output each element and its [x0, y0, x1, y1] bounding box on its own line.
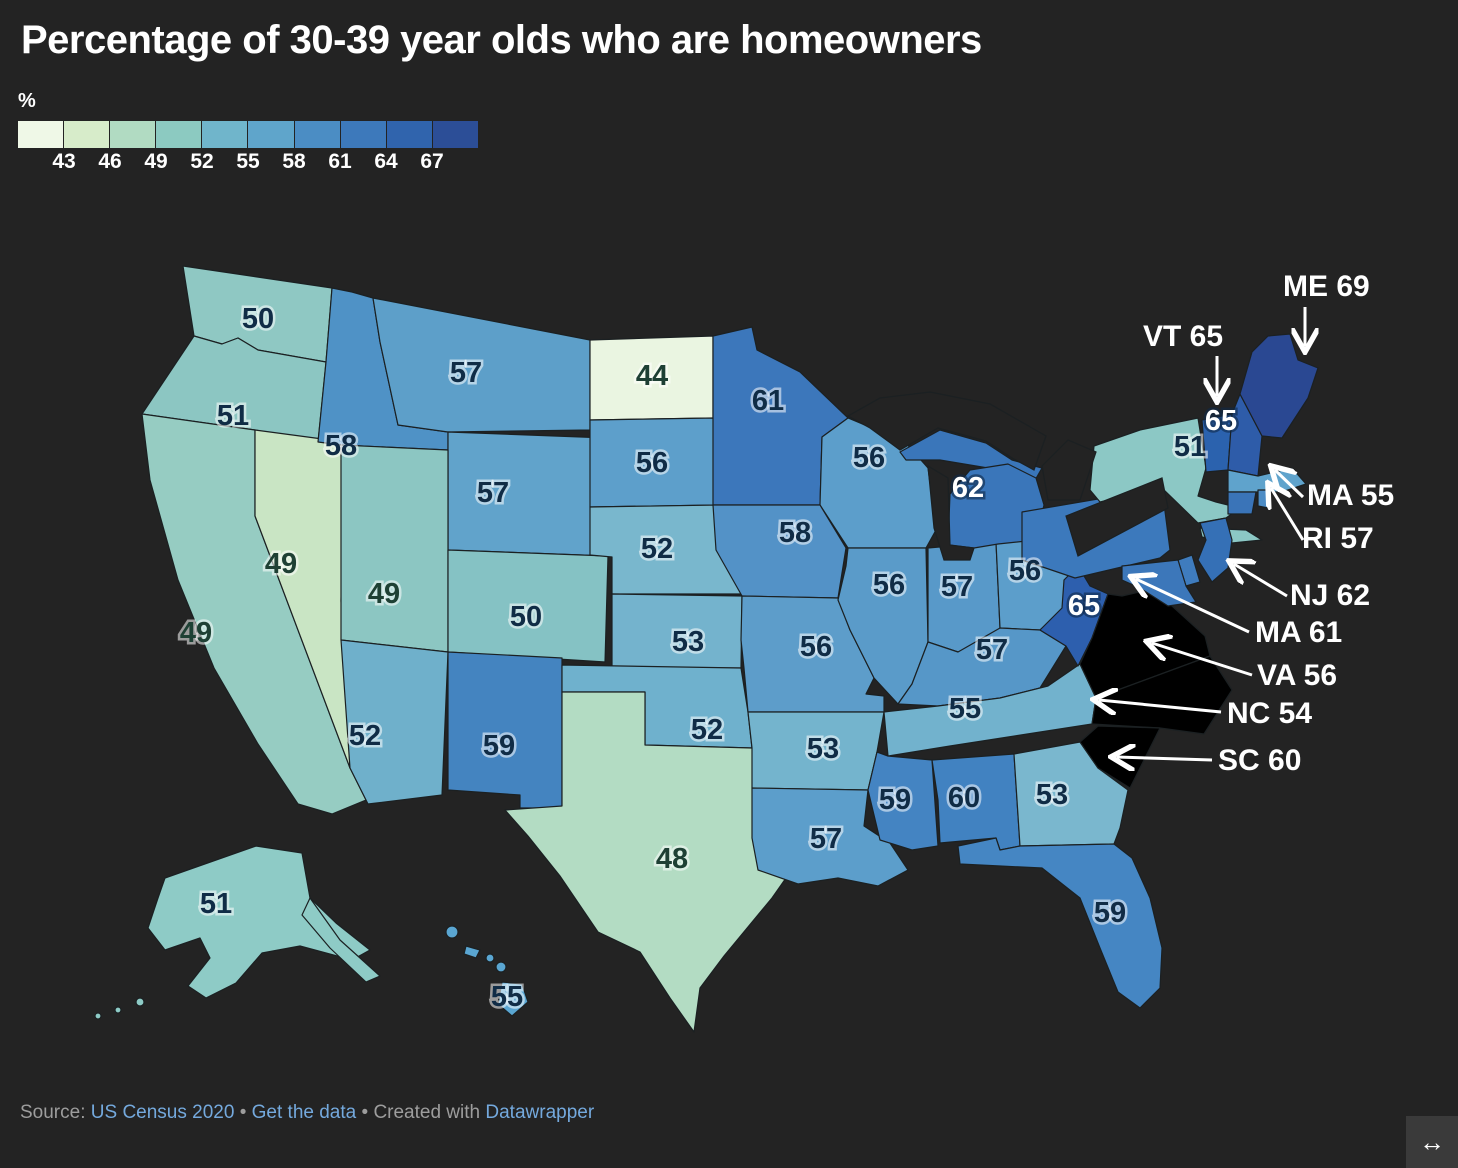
- states-layer: [94, 265, 1319, 1033]
- source-link[interactable]: US Census 2020: [90, 1102, 235, 1123]
- state-md[interactable]: [1121, 559, 1197, 607]
- legend-swatch: [64, 121, 110, 148]
- state-vt[interactable]: [1201, 413, 1233, 473]
- legend-swatch: [248, 121, 294, 148]
- state-nc[interactable]: [1091, 655, 1233, 735]
- legend-swatch: [18, 121, 64, 148]
- resize-handle[interactable]: ↔: [1406, 1116, 1458, 1168]
- state-hi-island[interactable]: [445, 925, 459, 939]
- state-nd[interactable]: [589, 335, 714, 421]
- legend-tick: 52: [190, 150, 214, 173]
- callout-vt: VT 65: [1143, 320, 1223, 353]
- callout-md: MA 61: [1255, 616, 1342, 649]
- state-mt[interactable]: [372, 297, 591, 433]
- footer: Source: US Census 2020 • Get the data • …: [20, 1102, 594, 1124]
- state-hi-island[interactable]: [463, 945, 481, 959]
- state-ks[interactable]: [611, 593, 743, 669]
- state-la[interactable]: [751, 787, 909, 887]
- resize-arrows-icon: ↔: [1419, 1126, 1445, 1157]
- state-wv[interactable]: [1039, 565, 1109, 667]
- legend-tick: 49: [144, 150, 168, 173]
- state-ct[interactable]: [1227, 491, 1257, 515]
- state-ak-island[interactable]: [135, 997, 145, 1007]
- color-legend: % 43 46 49 52 55 58 61 64 67: [18, 90, 498, 176]
- state-hi-big-island[interactable]: [497, 981, 529, 1017]
- callout-arrow-nc: [1099, 700, 1222, 712]
- legend-tick: 64: [374, 150, 398, 173]
- state-wy[interactable]: [447, 431, 609, 557]
- legend-swatch: [340, 121, 386, 148]
- callout-va: VA 56: [1257, 659, 1337, 692]
- state-ar[interactable]: [747, 711, 885, 791]
- footer-separator: •: [239, 1102, 247, 1123]
- callout-nc: NC 54: [1227, 697, 1312, 730]
- lake-superior: [846, 391, 1047, 471]
- state-az[interactable]: [340, 639, 449, 805]
- state-nm[interactable]: [447, 651, 563, 809]
- great-lakes: [846, 391, 1169, 561]
- legend-unit-label: %: [18, 90, 36, 112]
- state-ak-panhandle[interactable]: [301, 897, 381, 983]
- state-me[interactable]: [1239, 333, 1319, 439]
- lake-michigan: [927, 464, 975, 561]
- state-ak[interactable]: [147, 845, 371, 999]
- legend-swatch: [110, 121, 156, 148]
- legend-tick-labels: 43 46 49 52 55 58 61 64 67: [18, 150, 478, 176]
- callout-arrow-sc: [1117, 757, 1213, 760]
- state-nh[interactable]: [1227, 393, 1263, 477]
- state-hi-island[interactable]: [485, 953, 495, 963]
- lake-erie: [1065, 477, 1169, 557]
- callout-me: ME 69: [1283, 270, 1370, 303]
- state-al[interactable]: [931, 753, 1021, 851]
- legend-tick: 46: [98, 150, 122, 173]
- state-ak-island[interactable]: [94, 1012, 102, 1020]
- callout-arrow-md: [1136, 579, 1250, 634]
- created-with-label: Created with: [373, 1102, 481, 1123]
- legend-tick: 43: [52, 150, 76, 173]
- legend-tick: 67: [420, 150, 444, 173]
- footer-separator: •: [361, 1102, 369, 1123]
- callout-ri: RI 57: [1302, 522, 1374, 555]
- page-title: Percentage of 30-39 year olds who are ho…: [21, 18, 982, 62]
- state-mi[interactable]: [947, 463, 1045, 549]
- lake-huron: [1041, 439, 1097, 501]
- state-nj[interactable]: [1197, 517, 1233, 583]
- callout-arrow-va: [1152, 643, 1253, 677]
- legend-tick: 58: [282, 150, 306, 173]
- legend-swatch: [432, 121, 478, 148]
- legend-swatch: [294, 121, 340, 148]
- callout-arrow-ri: [1271, 488, 1305, 541]
- state-ms[interactable]: [867, 751, 939, 851]
- state-fl[interactable]: [957, 837, 1163, 1009]
- state-ri[interactable]: [1257, 489, 1271, 509]
- state-tx[interactable]: [504, 691, 801, 1033]
- callout-ma: MA 55: [1307, 479, 1394, 512]
- legend-swatch: [156, 121, 202, 148]
- callout-sc: SC 60: [1218, 744, 1301, 777]
- get-the-data-link[interactable]: Get the data: [251, 1102, 357, 1123]
- legend-swatch: [202, 121, 248, 148]
- legend-swatch: [386, 121, 432, 148]
- legend-tick: 55: [236, 150, 260, 173]
- state-ak-island[interactable]: [114, 1006, 122, 1014]
- state-ut[interactable]: [340, 444, 449, 653]
- callout-nj: NJ 62: [1290, 579, 1370, 612]
- legend-color-scale: [18, 121, 478, 148]
- state-sd[interactable]: [589, 417, 719, 508]
- state-hi-island[interactable]: [495, 961, 507, 973]
- callout-arrow-nj: [1234, 564, 1288, 598]
- state-co[interactable]: [447, 549, 609, 663]
- datawrapper-link[interactable]: Datawrapper: [485, 1102, 595, 1123]
- source-label: Source:: [20, 1102, 86, 1123]
- legend-tick: 61: [328, 150, 352, 173]
